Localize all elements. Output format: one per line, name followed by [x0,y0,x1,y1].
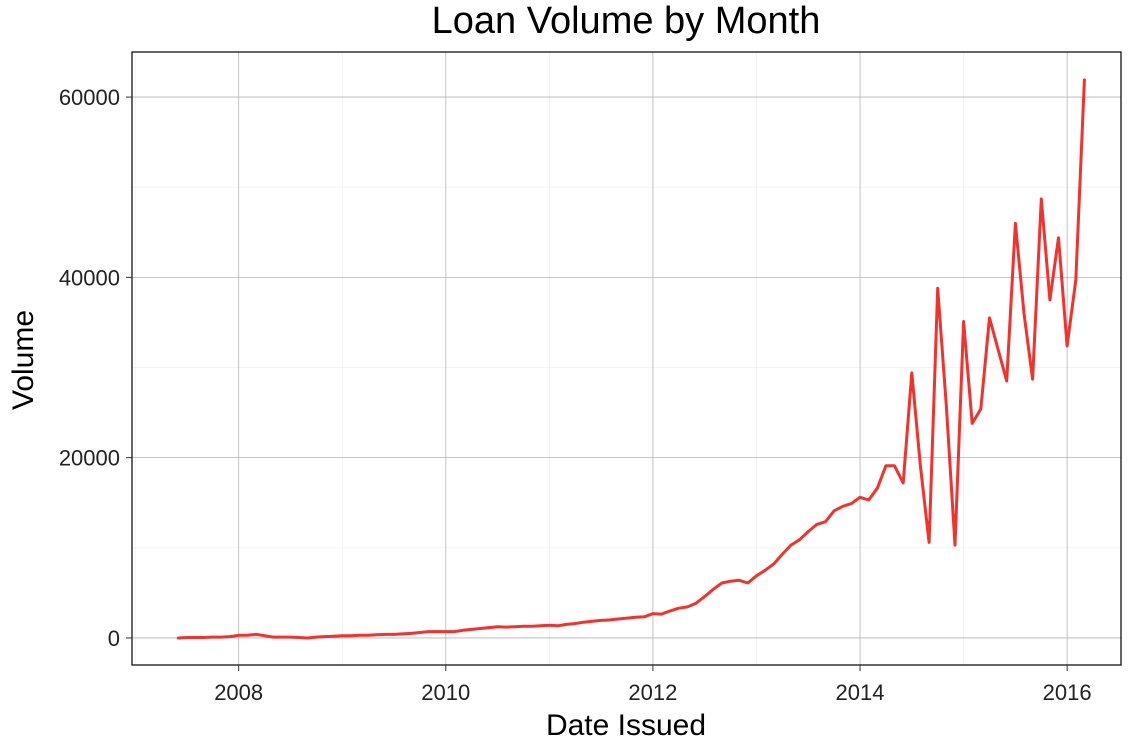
grid-lines [132,52,1121,665]
y-tick-label: 20000 [59,446,120,471]
y-tick-label: 60000 [59,85,120,110]
series-line [176,78,1086,640]
x-tick-label: 2014 [836,680,885,705]
y-tick-label: 40000 [59,265,120,290]
x-axis-title: Date Issued [546,709,706,742]
y-tick-label: 0 [108,626,120,651]
x-tick-label: 2010 [421,680,470,705]
x-tick-label: 2012 [628,680,677,705]
plot-panel-border [131,51,1122,666]
series-layer [176,78,1086,640]
x-tick-label: 2016 [1043,680,1092,705]
x-tick-label: 2008 [214,680,263,705]
axes: 2008 2010 2012 2014 2016 0 20000 40000 60000 [59,85,1092,705]
chart-title: Loan Volume by Month [432,0,821,42]
y-axis-title: Volume [7,310,40,410]
